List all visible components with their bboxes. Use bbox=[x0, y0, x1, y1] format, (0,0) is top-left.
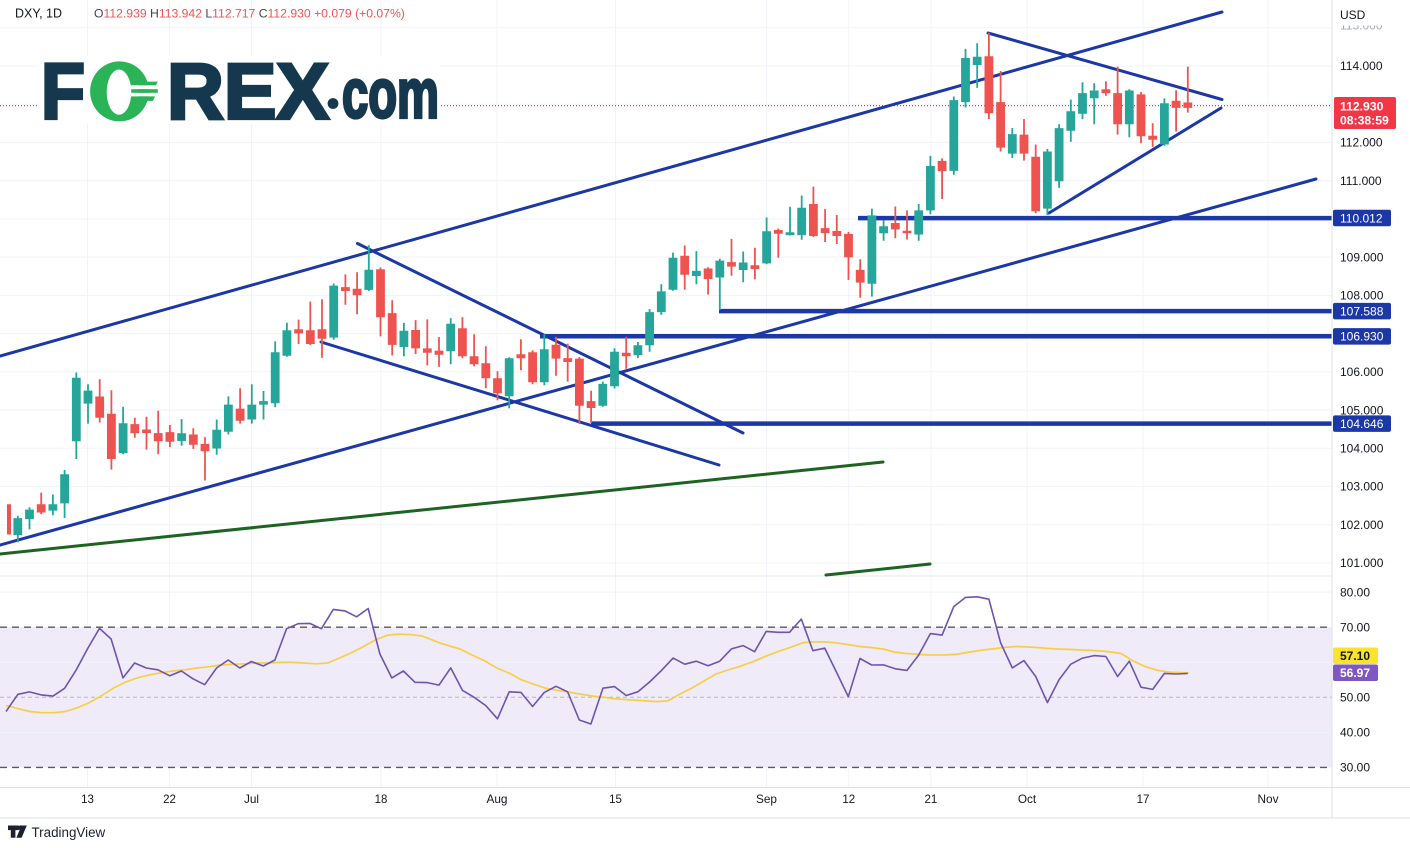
svg-text:30.00: 30.00 bbox=[1340, 761, 1370, 775]
svg-text:Aug: Aug bbox=[487, 792, 508, 806]
svg-text:109.000: 109.000 bbox=[1340, 250, 1384, 264]
svg-text:50.00: 50.00 bbox=[1340, 691, 1370, 705]
svg-text:57.10: 57.10 bbox=[1340, 649, 1370, 663]
svg-text:56.97: 56.97 bbox=[1340, 666, 1370, 680]
svg-text:12: 12 bbox=[842, 794, 855, 806]
svg-text:21: 21 bbox=[925, 794, 938, 806]
svg-text:DXY, 1D: DXY, 1D bbox=[15, 7, 62, 21]
svg-text:18: 18 bbox=[375, 794, 388, 806]
svg-text:112.000: 112.000 bbox=[1340, 136, 1383, 150]
svg-text:O112.939 H113.942 L112.717 C11: O112.939 H113.942 L112.717 C112.930 +0.0… bbox=[94, 7, 405, 21]
svg-text:106.000: 106.000 bbox=[1340, 365, 1384, 379]
svg-text:F: F bbox=[41, 47, 85, 136]
svg-text:USD: USD bbox=[1340, 8, 1366, 22]
svg-text:13: 13 bbox=[81, 794, 94, 806]
svg-text:Nov: Nov bbox=[1258, 792, 1279, 806]
svg-text:Oct: Oct bbox=[1018, 792, 1037, 806]
svg-text:80.00: 80.00 bbox=[1340, 585, 1370, 599]
svg-text:110.012: 110.012 bbox=[1340, 211, 1383, 225]
svg-text:REX: REX bbox=[167, 47, 329, 136]
svg-text:101.000: 101.000 bbox=[1340, 556, 1384, 570]
svg-text:104.000: 104.000 bbox=[1340, 442, 1384, 456]
svg-text:40.00: 40.00 bbox=[1340, 726, 1370, 740]
svg-text:22: 22 bbox=[163, 794, 176, 806]
svg-text:TradingView: TradingView bbox=[32, 825, 106, 840]
svg-text:114.000: 114.000 bbox=[1340, 59, 1383, 73]
svg-text:112.930: 112.930 bbox=[1340, 100, 1384, 114]
svg-text:107.588: 107.588 bbox=[1340, 304, 1384, 318]
svg-text:Sep: Sep bbox=[756, 792, 777, 806]
svg-text:70.00: 70.00 bbox=[1340, 620, 1370, 634]
svg-text:102.000: 102.000 bbox=[1340, 518, 1384, 532]
svg-text:103.000: 103.000 bbox=[1340, 480, 1384, 494]
svg-text:104.646: 104.646 bbox=[1340, 417, 1384, 431]
svg-text:106.930: 106.930 bbox=[1340, 330, 1384, 344]
svg-text:108.000: 108.000 bbox=[1340, 289, 1384, 303]
svg-text:Jul: Jul bbox=[244, 792, 259, 806]
svg-text:08:38:59: 08:38:59 bbox=[1340, 114, 1389, 128]
svg-text:105.000: 105.000 bbox=[1340, 403, 1384, 417]
svg-text:com: com bbox=[342, 54, 439, 132]
svg-text:111.000: 111.000 bbox=[1340, 174, 1382, 188]
svg-text:15: 15 bbox=[609, 794, 622, 806]
svg-text:17: 17 bbox=[1137, 794, 1150, 806]
